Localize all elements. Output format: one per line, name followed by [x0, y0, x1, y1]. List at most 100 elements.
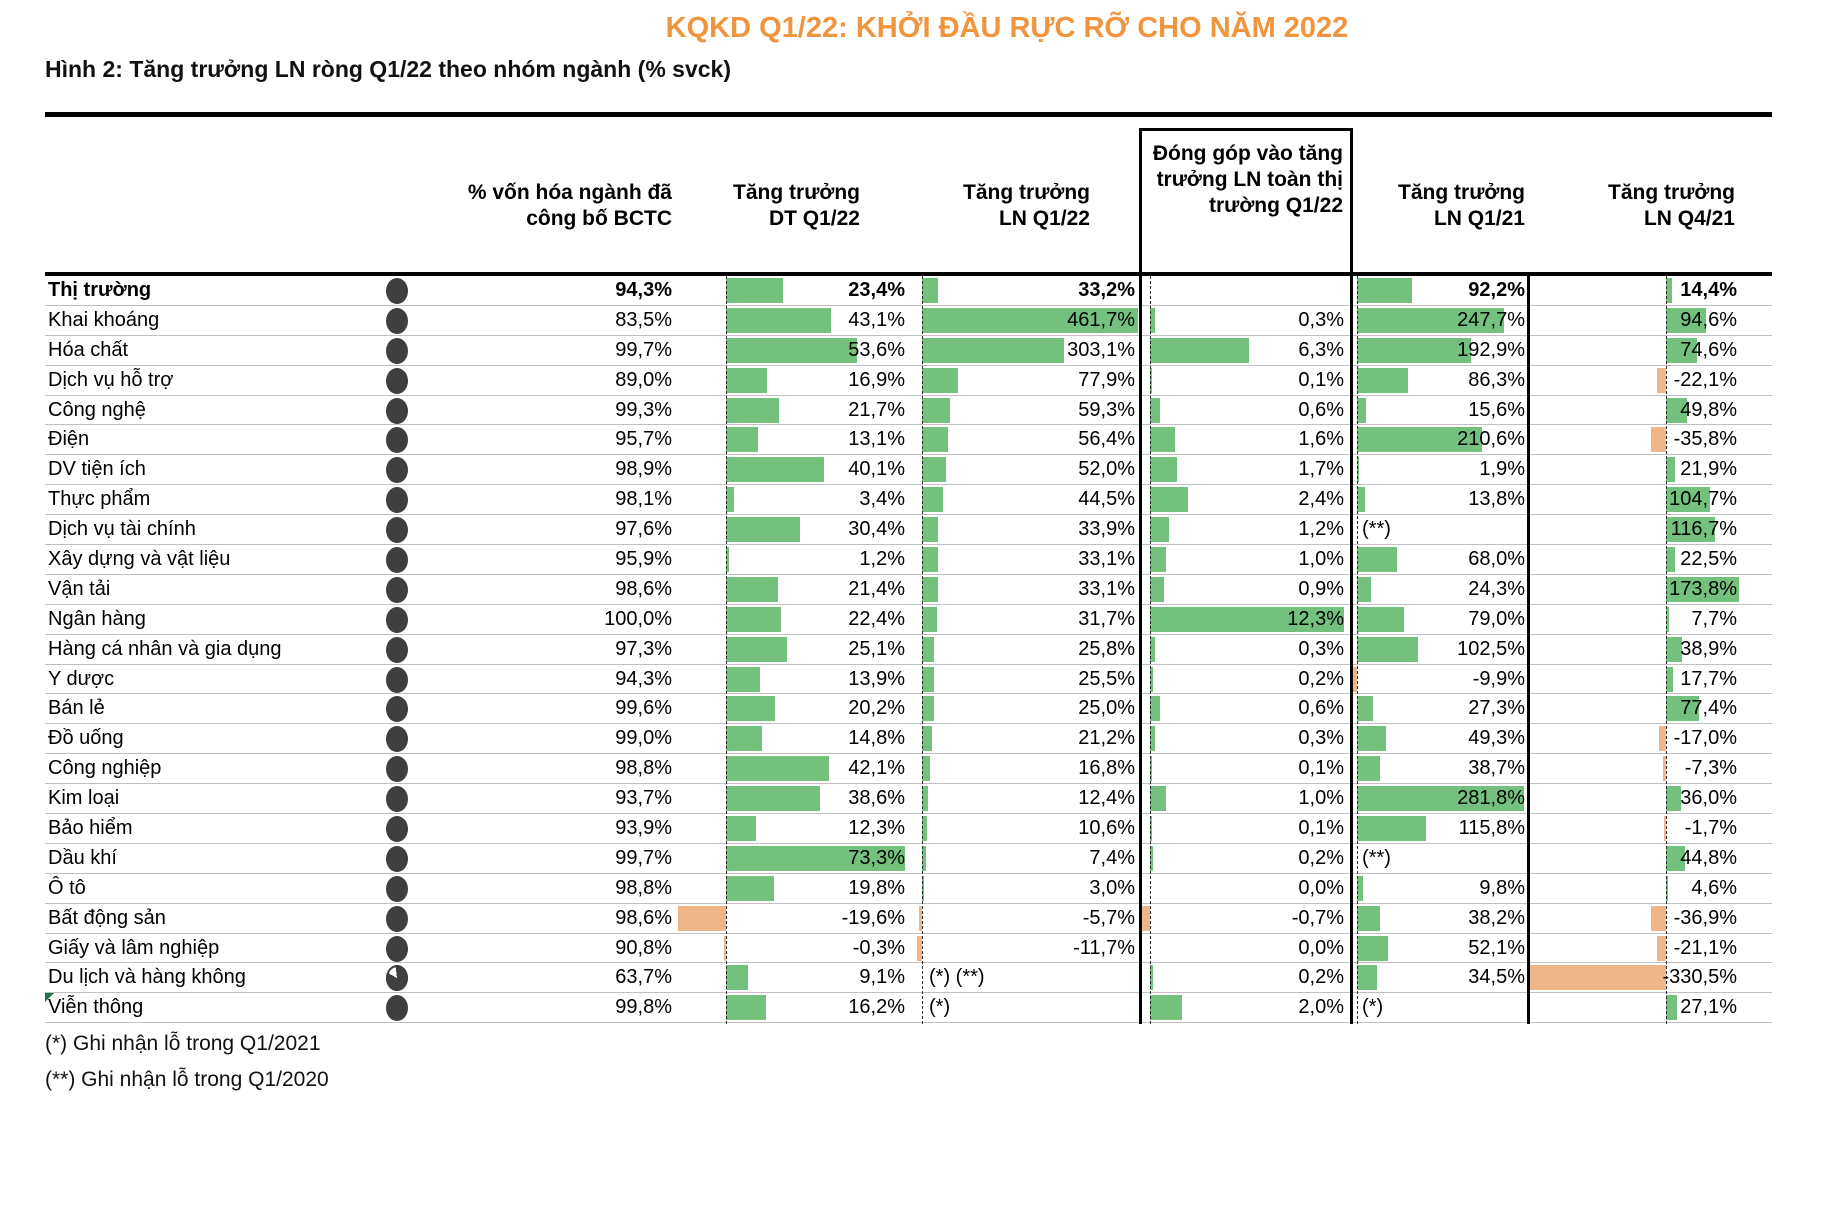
profit-growth-q1-21-value: 24,3% [1468, 577, 1525, 600]
profit-growth-q1-21-value: 38,2% [1468, 906, 1525, 929]
contribution-value: 0,0% [1298, 876, 1344, 899]
profit-growth-q1-21-bar [1357, 636, 1418, 662]
profit-growth-q1-21-bar [1357, 816, 1426, 842]
profit-growth-bar [922, 816, 927, 842]
profit-growth-q1-21-value: 192,9% [1457, 338, 1525, 361]
profit-growth-value: 12,4% [1078, 787, 1135, 810]
profit-growth-q4-21-bar [1666, 307, 1706, 333]
profit-growth-q1-21-bar [1357, 726, 1387, 752]
contribution-value: 0,6% [1298, 398, 1344, 421]
contribution-bar [1150, 965, 1154, 991]
market-cap-reported-value: 99,7% [615, 846, 672, 869]
figure-title: Hình 2: Tăng trưởng LN ròng Q1/22 theo n… [45, 56, 731, 82]
revenue-growth-value: 20,2% [848, 697, 905, 720]
contribution-bar [1150, 307, 1155, 333]
revenue-growth-bar [726, 278, 784, 303]
market-cap-reported-value: 99,6% [615, 697, 672, 720]
revenue-growth-bar [726, 397, 779, 423]
market-cap-reported-value: 98,1% [615, 488, 672, 511]
market-cap-reported-value: 97,3% [615, 637, 672, 660]
profit-growth-q1-21-bar [1357, 337, 1472, 363]
table-row: Xây dựng và vật liệu 95,9% 1,2% 33,1% 1,0% 68… [45, 545, 1772, 575]
profit-growth-bar [922, 576, 938, 602]
coverage-indicator-icon [386, 845, 408, 872]
profit-growth-q4-21-value: 27,1% [1680, 996, 1737, 1019]
revenue-growth-value: -0,3% [852, 936, 905, 959]
profit-growth-q1-21-value: 13,8% [1468, 488, 1525, 511]
profit-growth-q4-21-value: -21,1% [1673, 936, 1737, 959]
profit-growth-q1-21-bar [1357, 576, 1372, 602]
contribution-bar [1150, 517, 1169, 543]
coverage-indicator-icon [386, 636, 408, 663]
revenue-growth-bar [726, 307, 832, 333]
industry-label: Dịch vụ tài chính [48, 518, 196, 541]
profit-growth-q1-21-bar [1357, 457, 1359, 483]
industry-label: Kim loại [48, 787, 120, 810]
revenue-growth-bar [724, 935, 726, 961]
table-row: Thực phẩm 98,1% 3,4% 44,5% 2,4% 13,8% 104,7% [45, 485, 1772, 516]
industry-label: Y dược [48, 667, 115, 690]
revenue-growth-value: 16,2% [848, 996, 905, 1019]
contribution-value: 0,3% [1298, 308, 1344, 331]
contribution-bar [1139, 905, 1150, 931]
profit-growth-value: 52,0% [1078, 458, 1135, 481]
profit-growth-q1-21-bar [1351, 666, 1357, 692]
profit-growth-bar [922, 367, 959, 393]
footnote-2: (**) Ghi nhận lỗ trong Q1/2020 [45, 1068, 329, 1091]
industry-label: Du lịch và hàng không [48, 966, 246, 989]
revenue-growth-bar [726, 995, 766, 1021]
coverage-indicator-icon [386, 576, 408, 603]
market-cap-reported-value: 98,6% [615, 577, 672, 600]
profit-growth-q4-21-bar [1666, 845, 1685, 871]
profit-growth-q4-21-value: 49,8% [1680, 398, 1737, 421]
coverage-indicator-icon [386, 307, 408, 334]
profit-growth-bar [922, 875, 924, 901]
profit-growth-bar [922, 427, 949, 453]
profit-growth-q1-21-bar [1357, 965, 1378, 991]
profit-growth-q4-21-value: 77,4% [1680, 697, 1737, 720]
market-cap-reported-value: 93,7% [615, 787, 672, 810]
profit-growth-value: 461,7% [1067, 308, 1135, 331]
contribution-box-border-left [1139, 128, 1142, 1024]
coverage-indicator-icon [386, 666, 408, 693]
market-cap-reported-value: 94,3% [615, 667, 672, 690]
profit-growth-q1-21-value: 27,3% [1468, 697, 1525, 720]
industry-label: Ngân hàng [48, 607, 146, 630]
market-cap-reported-value: 63,7% [615, 966, 672, 989]
profit-growth-q1-21-bar [1357, 307, 1504, 333]
revenue-growth-value: 21,7% [848, 398, 905, 421]
profit-growth-q4-21-bar [1662, 756, 1666, 782]
profit-growth-bar [916, 935, 922, 961]
revenue-growth-value: 73,3% [848, 846, 905, 869]
market-cap-reported-value: 95,9% [615, 548, 672, 571]
profit-growth-q1-21-value: 68,0% [1468, 548, 1525, 571]
market-cap-reported-value: 95,7% [615, 428, 672, 451]
revenue-growth-bar [678, 905, 726, 931]
profit-growth-q1-21-bar [1357, 786, 1524, 812]
revenue-growth-bar [726, 337, 857, 363]
profit-growth-q4-21-bar [1666, 995, 1678, 1021]
profit-growth-q4-21-bar [1666, 606, 1670, 632]
coverage-indicator-icon [386, 547, 408, 574]
profit-growth-q4-21-value: 14,4% [1680, 279, 1737, 301]
profit-growth-value: -11,7% [1073, 936, 1135, 959]
coverage-indicator-icon [386, 875, 408, 902]
revenue-growth-value: 13,9% [848, 667, 905, 690]
profit-growth-value: 10,6% [1078, 817, 1135, 840]
profit-growth-q4-21-bar [1666, 337, 1698, 363]
contribution-bar [1150, 845, 1154, 871]
revenue-growth-value: 40,1% [848, 458, 905, 481]
profit-growth-q4-21-bar [1666, 786, 1682, 812]
coverage-indicator-icon [386, 517, 408, 544]
revenue-growth-bar [726, 816, 756, 842]
revenue-growth-value: 1,2% [859, 548, 905, 571]
contribution-value: 0,1% [1298, 757, 1344, 780]
coverage-indicator-icon [386, 337, 408, 364]
cell-corner-marker-icon [45, 993, 54, 1003]
contribution-bar [1150, 337, 1250, 363]
revenue-growth-bar [726, 427, 758, 453]
contribution-bar [1150, 427, 1176, 453]
profit-growth-q4-21-bar [1666, 457, 1676, 483]
contribution-value: 1,0% [1298, 787, 1344, 810]
axis-dashed-line [922, 276, 923, 1024]
